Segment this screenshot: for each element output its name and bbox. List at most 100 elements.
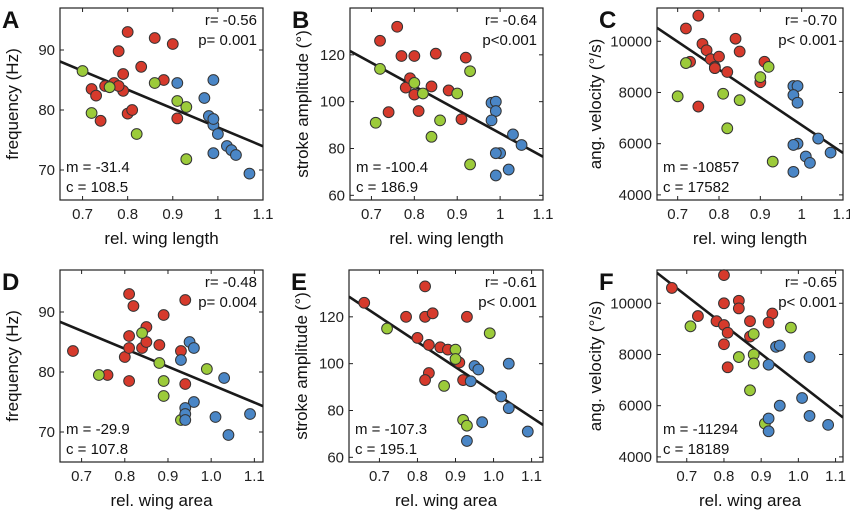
blue-data-point [787, 139, 800, 151]
x-tick-label: 0.9 [158, 468, 179, 485]
panel-c: C 0.7 0.8 0.9 1 1.1 4000 6000 8000 10000 rel. wing… [586, 7, 850, 248]
red-data-point [692, 310, 704, 322]
x-axis-label: rel. wing length [104, 229, 218, 248]
panel-letter: A [2, 7, 19, 34]
regression-line [657, 271, 843, 419]
blue-data-point [472, 363, 485, 376]
red-data-point [391, 20, 404, 33]
panel-letter: F [599, 269, 614, 296]
stat-right: p= 0.001 [198, 32, 257, 49]
plot-frame [656, 7, 844, 201]
green-data-point [417, 87, 429, 100]
green-data-point [449, 353, 462, 365]
stat-left: m = -29.9 [66, 421, 130, 438]
green-data-point [171, 95, 184, 107]
red-data-point [459, 51, 472, 64]
y-tick-label: 60 [328, 187, 345, 204]
x-tick-label: 0.7 [369, 468, 390, 485]
red-data-point [461, 310, 473, 323]
y-tick-label: 120 [320, 47, 345, 64]
red-data-point [400, 310, 412, 323]
red-data-point [455, 113, 468, 126]
stat-right: p< 0.001 [778, 32, 837, 49]
blue-data-point [773, 339, 786, 352]
plot-frame [59, 7, 264, 201]
red-data-point [665, 282, 678, 294]
y-tick-label: 4000 [619, 187, 652, 204]
x-tick-label: 0.9 [445, 468, 466, 485]
y-tick-label: 80 [327, 402, 344, 419]
y-tick-label: 8000 [619, 346, 652, 363]
blue-data-point [489, 147, 502, 160]
x-tick-label: 1.1 [825, 468, 846, 485]
red-data-point [123, 342, 136, 354]
red-data-point [429, 47, 442, 60]
green-data-point [733, 94, 746, 107]
x-tick-label: 1.0 [201, 468, 222, 485]
stat-right: r= -0.61 [485, 274, 537, 291]
panel-letter: C [599, 7, 616, 34]
x-tick-label: 1.1 [833, 206, 850, 223]
stat-left: c = 186.9 [356, 179, 418, 196]
red-data-point [123, 375, 136, 387]
red-data-point [153, 339, 166, 351]
panel-d: D 0.7 0.8 0.9 1.0 1.1 70 80 90 rel. wing area freq… [2, 269, 265, 510]
red-data-point [721, 361, 734, 374]
blue-data-point [198, 92, 211, 104]
red-data-point [718, 297, 730, 310]
stat-left: c = 17582 [663, 179, 729, 196]
blue-data-point [230, 149, 242, 161]
blue-data-point [495, 390, 508, 403]
green-data-point [451, 87, 464, 100]
panel-e: E 0.7 0.8 0.9 1.0 1.1 60 80 100 120 rel. wing area… [291, 269, 544, 510]
red-data-point [425, 80, 438, 93]
blue-data-point [773, 399, 786, 412]
y-tick-label: 60 [327, 449, 344, 466]
blue-data-point [211, 128, 224, 140]
green-data-point [744, 384, 756, 397]
regression-line [657, 26, 843, 154]
y-axis-label: ang. velocity (°/s) [586, 39, 605, 170]
y-tick-label: 8000 [619, 84, 652, 101]
y-tick-label: 90 [38, 304, 55, 321]
stat-right: p<0.001 [482, 32, 537, 49]
green-data-point [374, 62, 386, 75]
blue-data-point [171, 77, 184, 89]
red-data-point [117, 68, 130, 80]
blue-data-point [762, 412, 775, 425]
green-data-point [464, 158, 476, 171]
stat-right: r= -0.70 [785, 12, 837, 29]
panel-letter: D [2, 269, 19, 296]
red-data-point [721, 326, 734, 339]
y-axis-label: frequency (Hz) [3, 48, 22, 159]
red-data-point [157, 309, 170, 321]
x-axis-label: rel. wing length [693, 229, 807, 248]
blue-data-point [791, 96, 804, 109]
green-data-point [684, 320, 697, 333]
x-tick-label: 0.8 [709, 206, 730, 223]
y-tick-label: 10000 [610, 33, 652, 50]
plot-frame [348, 269, 544, 463]
stat-right: p< 0.001 [478, 294, 537, 311]
regression-line [60, 60, 263, 148]
green-data-point [200, 363, 213, 375]
x-tick-label: 0.8 [404, 206, 425, 223]
red-data-point [123, 330, 136, 342]
blue-data-point [824, 146, 837, 159]
blue-data-point [209, 411, 222, 423]
stat-right: p= 0.004 [198, 294, 257, 311]
blue-data-point [244, 408, 256, 420]
x-axis-label: rel. wing area [110, 491, 213, 510]
x-tick-label: 1.1 [521, 468, 542, 485]
red-data-point [395, 50, 408, 62]
x-tick-label: 0.8 [407, 468, 428, 485]
green-data-point [381, 322, 393, 335]
y-tick-label: 80 [328, 140, 345, 157]
red-data-point [94, 114, 107, 127]
blue-data-point [207, 147, 220, 160]
red-data-point [422, 339, 435, 351]
plot-frame [59, 269, 264, 463]
panel-letter: B [292, 7, 309, 34]
blue-data-point [464, 375, 477, 388]
